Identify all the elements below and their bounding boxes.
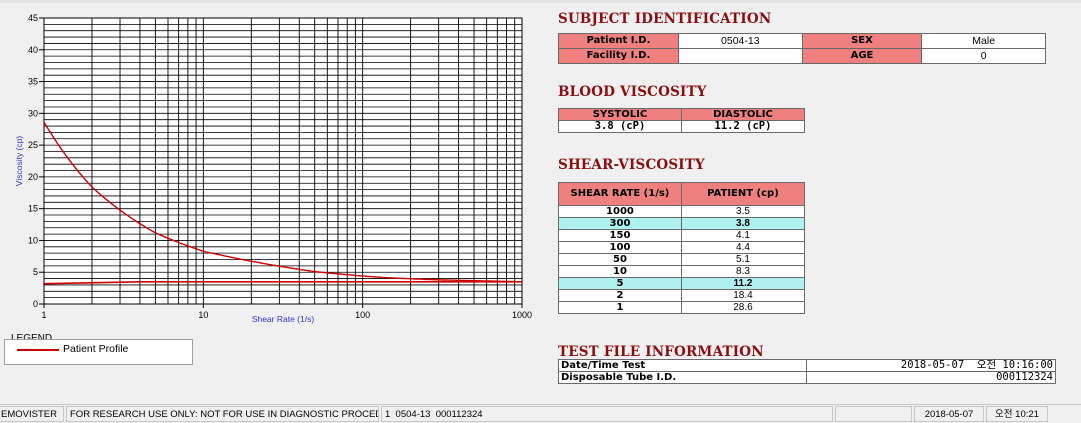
blood-viscosity-table: SYSTOLIC DIASTOLIC 3.8 (cP) 11.2 (cP) (558, 108, 806, 133)
facility-id-label: Facility I.D. (558, 48, 679, 64)
shear-rate-cell: 2 (558, 289, 682, 302)
chart-ticks: 0 5 10 15 20 25 30 35 40 45 1 10 100 1000 (28, 13, 532, 320)
window-top-strip (0, 0, 1081, 3)
shear-row: 5 11.2 (558, 277, 806, 290)
systolic-value: 3.8 (cP) (558, 120, 682, 133)
shear-row: 1000 3.5 (558, 205, 806, 218)
facility-id-value (677, 48, 803, 64)
patient-cp-cell: 8.3 (680, 265, 806, 278)
datetime-test-value: 2018-05-07 오전 10:16:00 (806, 359, 1056, 372)
shear-rate-cell: 5 (558, 277, 682, 290)
patient-cp-cell: 4.4 (680, 241, 806, 254)
patient-profile-point (154, 232, 157, 234)
shear-viscosity-title: SHEAR-VISCOSITY (558, 157, 705, 173)
shear-rate-cell: 300 (558, 217, 682, 230)
shear-row: 2 18.4 (558, 289, 806, 302)
y-tick-label: 30 (28, 108, 38, 118)
y-tick-label: 20 (28, 172, 38, 182)
test-file-information-table: Date/Time Test 2018-05-07 오전 10:16:00 Di… (557, 359, 1056, 384)
shear-viscosity-table: SHEAR RATE (1/s) PATIENT (cp) 1000 3.5 300… (558, 182, 806, 314)
systolic-label: SYSTOLIC (558, 108, 682, 121)
patient-cp-header: PATIENT (cp) (680, 182, 806, 206)
y-tick-label: 40 (28, 45, 38, 55)
patient-profile-point (389, 277, 392, 279)
status-file-info: 1 0504-13 000112324 (381, 406, 833, 422)
shear-rate-cell: 1 (558, 301, 682, 314)
shear-row: 10 8.3 (558, 265, 806, 278)
status-bar: EMOVISTER FOR RESEARCH USE ONLY: NOT FOR… (0, 404, 1081, 423)
legend-entry: Patient Profile (63, 343, 129, 355)
x-axis-label: Shear Rate (1/s) (252, 314, 315, 324)
y-tick-label: 5 (33, 267, 38, 277)
age-value: 0 (921, 48, 1046, 64)
status-date: 2018-05-07 (914, 406, 984, 422)
shear-rate-cell: 10 (558, 265, 682, 278)
patient-profile-point (437, 279, 440, 281)
patient-profile-point (313, 270, 316, 273)
y-axis-label: Viscosity (cp) (14, 136, 24, 187)
patient-profile-curve (43, 121, 523, 283)
disposable-tube-label: Disposable Tube I.D. (557, 371, 808, 384)
disposable-tube-value: 000112324 (806, 371, 1056, 384)
shear-rate-cell: 50 (558, 253, 682, 266)
patient-profile-point (91, 186, 93, 188)
y-tick-label: 45 (28, 13, 38, 23)
shear-row: 50 5.1 (558, 253, 806, 266)
test-file-information-title: TEST FILE INFORMATION (558, 344, 764, 360)
status-research-notice: FOR RESEARCH USE ONLY: NOT FOR USE IN DI… (66, 406, 379, 422)
datetime-test-label: Date/Time Test (557, 359, 808, 372)
shear-row: 100 4.4 (558, 241, 806, 254)
subject-identification-table: Patient I.D. 0504-13 SEX Male Facility I… (558, 33, 1046, 64)
age-label: AGE (801, 48, 923, 64)
viscosity-chart: 0 5 10 15 20 25 30 35 40 45 1 10 100 1000 Shear Rate … (14, 13, 532, 324)
patient-cp-cell: 3.8 (680, 217, 806, 230)
y-tick-label: 15 (28, 204, 38, 214)
status-time: 오전 10:21 (986, 406, 1048, 422)
sex-value: Male (921, 33, 1046, 49)
shear-rate-cell: 1000 (558, 205, 682, 218)
patient-cp-cell: 18.4 (680, 289, 806, 302)
patient-profile-point (202, 250, 205, 253)
y-tick-label: 10 (28, 235, 38, 245)
legend-title: LEGEND (10, 333, 54, 344)
diastolic-label: DIASTOLIC (680, 108, 806, 121)
y-tick-label: 25 (28, 140, 38, 150)
shear-row: 300 3.8 (558, 217, 806, 230)
shear-row: 150 4.1 (558, 229, 806, 242)
patient-cp-cell: 11.2 (680, 277, 806, 290)
shear-rate-header: SHEAR RATE (1/s) (558, 182, 682, 206)
status-empty-cell (835, 406, 912, 422)
plot-area (43, 17, 523, 305)
shear-row: 1 28.6 (558, 301, 806, 314)
x-tick-label: 100 (355, 310, 370, 320)
patient-cp-cell: 5.1 (680, 253, 806, 266)
diastolic-value: 11.2 (cP) (680, 120, 806, 133)
patient-id-value: 0504-13 (677, 33, 803, 49)
chart-series (43, 121, 523, 285)
patient-cp-cell: 3.5 (680, 205, 806, 218)
y-tick-label: 0 (33, 299, 38, 309)
subject-identification-title: SUBJECT IDENTIFICATION (558, 11, 772, 27)
blood-viscosity-title: BLOOD VISCOSITY (558, 84, 707, 100)
x-tick-label: 10 (198, 310, 208, 320)
y-tick-label: 35 (28, 77, 38, 87)
patient-profile-point (361, 275, 364, 277)
chart-grid (44, 18, 522, 304)
reference-line (43, 280, 522, 285)
shear-rate-cell: 150 (558, 229, 682, 242)
shear-rate-cell: 100 (558, 241, 682, 254)
patient-id-label: Patient I.D. (558, 33, 679, 49)
patient-profile-point (43, 121, 45, 124)
patient-cp-cell: 4.1 (680, 229, 806, 242)
legend-swatch (17, 349, 59, 351)
x-tick-label: 1000 (512, 310, 532, 320)
sex-label: SEX (801, 33, 923, 49)
patient-cp-cell: 28.6 (680, 301, 806, 314)
legend: Patient Profile (4, 339, 193, 365)
status-app-name: EMOVISTER (0, 406, 64, 422)
x-tick-label: 1 (41, 310, 46, 320)
